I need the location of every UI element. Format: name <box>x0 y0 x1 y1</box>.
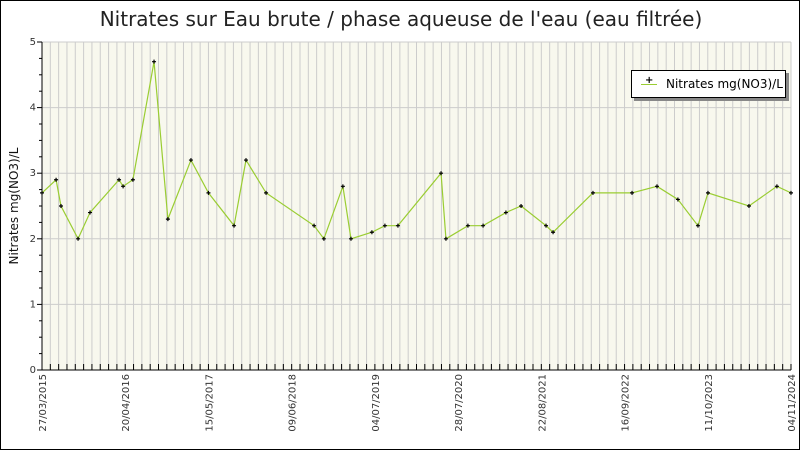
data-point <box>40 190 44 195</box>
data-point <box>630 190 635 195</box>
data-point <box>348 236 353 241</box>
data-point <box>654 184 659 189</box>
data-point <box>117 177 122 182</box>
data-point <box>395 223 400 228</box>
data-point <box>188 158 193 163</box>
data-point <box>443 236 448 241</box>
data-point <box>519 204 524 208</box>
data-point <box>340 184 345 189</box>
x-tick-label: 11/10/2023 <box>704 374 715 432</box>
data-point <box>206 190 211 195</box>
data-point <box>76 236 81 241</box>
y-tick-label: 4 <box>30 103 36 114</box>
legend-line-marker-icon <box>638 75 660 89</box>
legend: Nitrates mg(NO3)/L <box>631 70 786 98</box>
x-tick-label: 15/05/2017 <box>204 374 215 432</box>
data-point <box>551 230 556 235</box>
data-point <box>590 190 595 195</box>
y-tick-label: 1 <box>30 299 36 310</box>
x-tick-label: 20/04/2016 <box>121 374 132 432</box>
data-point <box>544 223 549 228</box>
data-point <box>481 223 486 228</box>
data-point <box>58 204 63 208</box>
data-point <box>439 171 444 176</box>
data-point <box>152 59 157 64</box>
data-point <box>746 204 751 208</box>
x-tick-label: 22/08/2021 <box>537 374 548 432</box>
data-point <box>321 236 326 241</box>
y-tick-label: 0 <box>30 365 36 376</box>
y-tick-label: 5 <box>30 37 36 48</box>
data-point <box>121 184 126 189</box>
data-point <box>705 190 710 195</box>
x-tick-label: 16/09/2022 <box>621 374 632 432</box>
x-tick-label: 28/07/2020 <box>454 374 465 432</box>
y-axis-title: Nitrates mg(NO3)/L <box>7 147 21 264</box>
data-point <box>244 158 249 163</box>
data-point <box>774 184 779 189</box>
data-point <box>88 210 93 215</box>
data-point <box>789 190 793 195</box>
data-point <box>130 177 135 182</box>
data-point <box>675 197 680 202</box>
x-tick-label: 09/06/2018 <box>288 374 299 432</box>
x-tick-label: 27/03/2015 <box>38 374 49 432</box>
legend-label: Nitrates mg(NO3)/L <box>666 77 783 91</box>
data-point <box>503 210 508 215</box>
x-tick-label: 04/07/2019 <box>371 374 382 432</box>
y-tick-label: 2 <box>30 234 36 245</box>
x-tick-label: 04/11/2024 <box>787 374 798 432</box>
data-point <box>54 177 59 182</box>
data-point <box>312 223 317 228</box>
data-point <box>232 223 237 228</box>
data-point <box>465 223 470 228</box>
data-point <box>369 230 374 235</box>
chart-title: Nitrates sur Eau brute / phase aqueuse d… <box>99 7 703 31</box>
data-point <box>264 190 269 195</box>
data-point <box>165 217 170 222</box>
data-point <box>382 223 387 228</box>
y-tick-label: 3 <box>30 168 36 179</box>
data-point <box>695 223 700 228</box>
